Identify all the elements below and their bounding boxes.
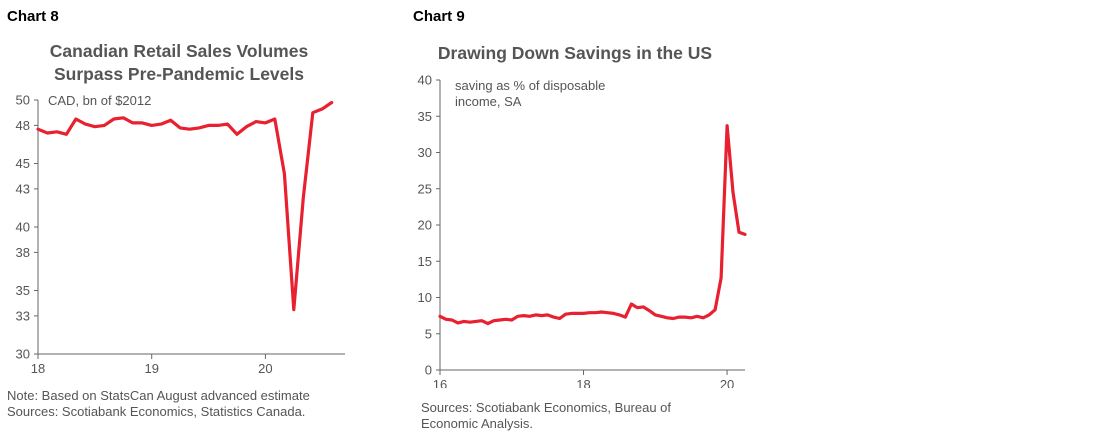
chart9-unit-label: income, SA (455, 94, 522, 109)
chart9-label: Chart 9 (413, 8, 465, 25)
chart9-y-tick-label: 40 (418, 73, 432, 88)
chart9-sources-line2: Economic Analysis. (421, 416, 533, 431)
chart8-y-tick-label: 48 (16, 118, 30, 133)
chart9-sources-line1: Sources: Scotiabank Economics, Bureau of (421, 400, 672, 415)
chart9-unit-label: saving as % of disposable (455, 78, 605, 93)
chart9-plot: 0 5 10 15 20 25 30 35 40 16 18 20 saving as % of dis… (418, 73, 747, 388)
chart8-title-line2: Surpass Pre-Pandemic Levels (54, 64, 304, 84)
chart9-title: Drawing Down Savings in the US (437, 43, 713, 63)
chart8-title: Canadian Retail Sales Volumes Surpass Pr… (14, 40, 344, 86)
chart9-y-tick-label: 10 (418, 290, 432, 305)
chart8-note-text: Note: Based on StatsCan August advanced … (7, 388, 310, 403)
chart9-x-tick-label: 16 (433, 377, 447, 388)
chart9-y-tick-label: 20 (418, 218, 432, 233)
chart9-sources: Sources: Scotiabank Economics, Bureau of… (421, 400, 671, 432)
chart8-y-tick-label: 40 (16, 220, 30, 235)
chart8-note: Note: Based on StatsCan August advanced … (7, 388, 310, 420)
chart8-y-tick-label: 35 (16, 283, 30, 298)
chart9-series-line (438, 124, 747, 326)
chart8-label: Chart 8 (7, 8, 59, 25)
chart8-sources: Sources: Scotiabank Economics, Statistic… (7, 404, 306, 419)
chart9-y-tick-label: 5 (425, 326, 432, 341)
chart9-y-tick-label: 15 (418, 254, 432, 269)
chart8-series-line (36, 100, 334, 312)
chart8-y-tick-label: 50 (16, 93, 30, 108)
chart9-x-tick-label: 18 (576, 377, 590, 388)
chart8-x-tick-label: 18 (31, 361, 45, 376)
chart9-y-tick-label: 35 (418, 109, 432, 124)
chart8-unit-label: CAD, bn of $2012 (48, 93, 151, 108)
chart8-x-tick-label: 20 (258, 361, 272, 376)
chart9-y-tick-label: 0 (425, 363, 432, 378)
chart8-y-tick-label: 33 (16, 308, 30, 323)
chart8-y-tick-label: 30 (16, 347, 30, 362)
chart8-y-tick-label: 45 (16, 156, 30, 171)
chart9-x-tick-label: 20 (720, 377, 734, 388)
chart8-y-tick-label: 43 (16, 181, 30, 196)
chart9-y-tick-label: 30 (418, 145, 432, 160)
chart8-title-line1: Canadian Retail Sales Volumes (49, 41, 309, 61)
chart8-y-tick-label: 38 (16, 245, 30, 260)
chart8-plot: 30 33 35 38 40 43 45 48 50 18 19 20 CAD, bn of $2012 (16, 93, 345, 376)
chart8-x-tick-label: 19 (144, 361, 158, 376)
chart9-y-tick-label: 25 (418, 181, 432, 196)
